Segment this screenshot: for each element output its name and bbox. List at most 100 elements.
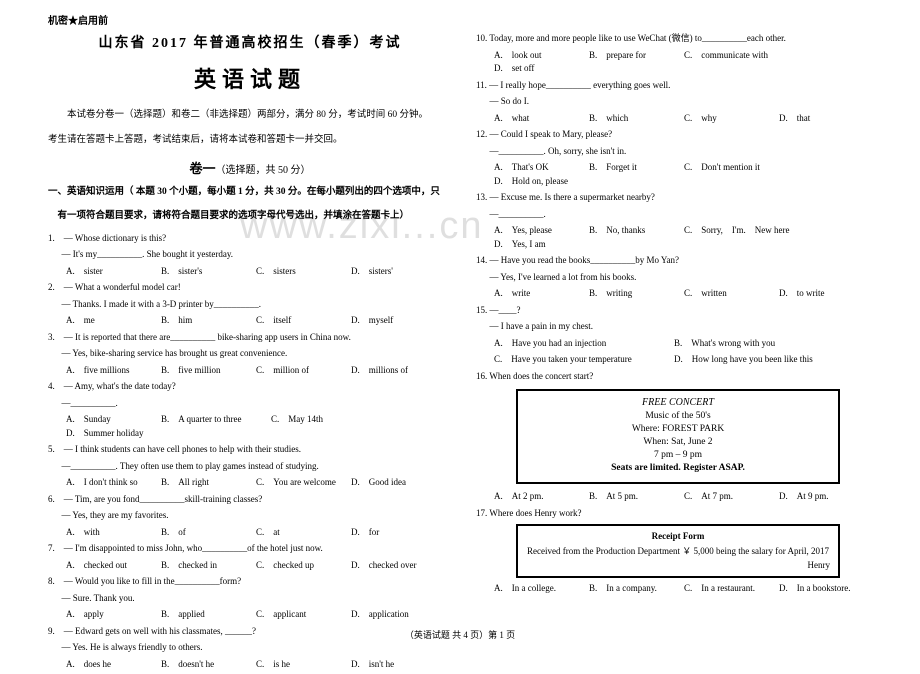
page-footer: （英语试题 共 4 页）第 1 页 xyxy=(0,628,920,641)
q3-options: A. five millionsB. five millionC. millio… xyxy=(48,364,452,378)
q14-c: C. written xyxy=(684,287,779,301)
q1-line2: — It's my__________. She bought it yeste… xyxy=(48,248,452,262)
intro-line1: 本试卷分卷一（选择题）和卷二（非选择题）两部分，满分 80 分，考试时间 60 … xyxy=(48,108,452,123)
q16-d: D. At 9 pm. xyxy=(779,490,874,504)
q17-b: B. In a company. xyxy=(589,582,684,596)
concert-box: FREE CONCERT Music of the 50's Where: FO… xyxy=(516,389,840,484)
q13-b: B. No, thanks xyxy=(589,224,684,238)
concert-l3: When: Sat, June 2 xyxy=(524,437,832,447)
page-content: 山东省 2017 年普通高校招生（春季）考试 英语试题 本试卷分卷一（选择题）和… xyxy=(0,0,920,674)
q16-a: A. At 2 pm. xyxy=(494,490,589,504)
exam-province-title: 山东省 2017 年普通高校招生（春季）考试 xyxy=(48,32,452,52)
q4-options: A. SundayB. A quarter to threeC. May 14t… xyxy=(48,413,452,440)
q11-line1: 11. — I really hope__________ everything… xyxy=(476,79,880,93)
receipt-body: Received from the Production Department … xyxy=(526,545,830,558)
q5-b: B. All right xyxy=(161,476,256,490)
q7-c: C. checked up xyxy=(256,559,351,573)
q15-c: C. Have you taken your temperature xyxy=(494,353,674,367)
q14-options: A. writeB. writingC. writtenD. to write xyxy=(476,287,880,301)
concert-l2: Where: FOREST PARK xyxy=(524,424,832,434)
q16-line1: 16. When does the concert start? xyxy=(476,370,880,384)
q5-line1: 5. — I think students can have cell phon… xyxy=(48,443,452,457)
right-column: 10. Today, more and more people like to … xyxy=(476,32,880,674)
q15-d: D. How long have you been like this xyxy=(674,353,854,367)
concert-l1: Music of the 50's xyxy=(524,411,832,421)
section-one-label: 卷一 xyxy=(189,161,215,176)
q6-options: A. withB. ofC. atD. for xyxy=(48,526,452,540)
q9-d: D. isn't he xyxy=(351,658,446,672)
q6-line1: 6. — Tim, are you fond__________skill-tr… xyxy=(48,493,452,507)
q2-line1: 2. — What a wonderful model car! xyxy=(48,281,452,295)
intro-line2: 考生请在答题卡上答题，考试结束后，请将本试卷和答题卡一并交回。 xyxy=(48,133,452,148)
q10-c: C. communicate with xyxy=(684,49,794,63)
q9-a: A. does he xyxy=(66,658,161,672)
q3-c: C. million of xyxy=(256,364,351,378)
q5-options: A. I don't think soB. All rightC. You ar… xyxy=(48,476,452,490)
instructions-2: 有一项符合题目要求，请将符合题目要求的选项字母代号选出，并填涂在答题卡上） xyxy=(48,209,452,224)
q8-line2: — Sure. Thank you. xyxy=(48,592,452,606)
left-column: 山东省 2017 年普通高校招生（春季）考试 英语试题 本试卷分卷一（选择题）和… xyxy=(48,32,452,674)
q8-d: D. application xyxy=(351,608,446,622)
q10-b: B. prepare for xyxy=(589,49,684,63)
q8-a: A. apply xyxy=(66,608,161,622)
q11-a: A. what xyxy=(494,112,589,126)
q13-line1: 13. — Excuse me. Is there a supermarket … xyxy=(476,191,880,205)
q16-options: A. At 2 pm.B. At 5 pm.C. At 7 pm.D. At 9… xyxy=(476,490,880,504)
q7-line1: 7. — I'm disappointed to miss John, who_… xyxy=(48,542,452,556)
q11-line2: — So do I. xyxy=(476,95,880,109)
q1-d: D. sisters' xyxy=(351,265,446,279)
q6-b: B. of xyxy=(161,526,256,540)
q3-line1: 3. — It is reported that there are______… xyxy=(48,331,452,345)
section-one-sub: （选择题，共 50 分） xyxy=(216,165,311,176)
q7-d: D. checked over xyxy=(351,559,446,573)
q12-line2: —__________. Oh, sorry, she isn't in. xyxy=(476,145,880,159)
q15-options-1: A. Have you had an injectionB. What's wr… xyxy=(476,337,880,351)
q17-options: A. In a college.B. In a company.C. In a … xyxy=(476,582,880,596)
q6-line2: — Yes, they are my favorites. xyxy=(48,509,452,523)
q2-d: D. myself xyxy=(351,314,446,328)
q15-a: A. Have you had an injection xyxy=(494,337,674,351)
receipt-box: Receipt Form Received from the Productio… xyxy=(516,524,840,578)
q15-line2: — I have a pain in my chest. xyxy=(476,320,880,334)
q6-d: D. for xyxy=(351,526,446,540)
q5-line2: —__________. They often use them to play… xyxy=(48,460,452,474)
receipt-sig: Henry xyxy=(526,559,830,572)
q2-b: B. him xyxy=(161,314,256,328)
q9-b: B. doesn't he xyxy=(161,658,256,672)
q1-c: C. sisters xyxy=(256,265,351,279)
q8-line1: 8. — Would you like to fill in the______… xyxy=(48,575,452,589)
q4-line2: —__________. xyxy=(48,397,452,411)
q15-line1: 15. —____? xyxy=(476,304,880,318)
q17-c: C. In a restaurant. xyxy=(684,582,779,596)
q1-line1: 1. — Whose dictionary is this? xyxy=(48,232,452,246)
q12-line1: 12. — Could I speak to Mary, please? xyxy=(476,128,880,142)
q14-d: D. to write xyxy=(779,287,874,301)
q13-c: C. Sorry, I'm. New here xyxy=(684,224,790,238)
q10-a: A. look out xyxy=(494,49,589,63)
q5-a: A. I don't think so xyxy=(66,476,161,490)
q4-c: C. May 14th xyxy=(271,413,366,427)
q3-b: B. five million xyxy=(161,364,256,378)
q16-c: C. At 7 pm. xyxy=(684,490,779,504)
q12-d: D. Hold on, please xyxy=(494,175,589,189)
q11-c: C. why xyxy=(684,112,779,126)
q3-d: D. millions of xyxy=(351,364,446,378)
confidential-label: 机密★启用前 xyxy=(48,12,108,27)
q5-d: D. Good idea xyxy=(351,476,446,490)
q12-b: B. Forget it xyxy=(589,161,684,175)
q8-options: A. applyB. appliedC. applicantD. applica… xyxy=(48,608,452,622)
q2-c: C. itself xyxy=(256,314,351,328)
q17-a: A. In a college. xyxy=(494,582,589,596)
q7-a: A. checked out xyxy=(66,559,161,573)
concert-title: FREE CONCERT xyxy=(524,397,832,408)
q15-b: B. What's wrong with you xyxy=(674,337,854,351)
q10-line1: 10. Today, more and more people like to … xyxy=(476,32,880,46)
q4-a: A. Sunday xyxy=(66,413,161,427)
q4-line1: 4. — Amy, what's the date today? xyxy=(48,380,452,394)
q17-d: D. In a bookstore. xyxy=(779,582,874,596)
q1-a: A. sister xyxy=(66,265,161,279)
q2-line2: — Thanks. I made it with a 3-D printer b… xyxy=(48,298,452,312)
concert-l5: Seats are limited. Register ASAP. xyxy=(524,463,832,473)
q9-line2: — Yes. He is always friendly to others. xyxy=(48,641,452,655)
q4-d: D. Summer holiday xyxy=(66,427,161,441)
